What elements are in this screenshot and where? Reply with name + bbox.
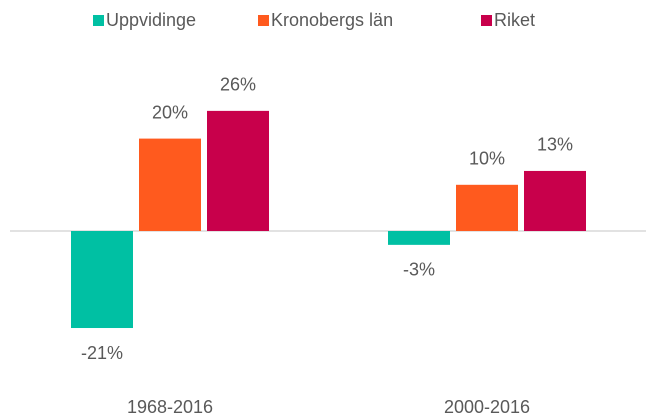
legend-label: Uppvidinge (106, 10, 196, 30)
x-tick-label: 1968-2016 (127, 397, 213, 417)
data-label: 10% (469, 149, 505, 169)
data-label: -21% (81, 343, 123, 363)
data-label: 20% (152, 102, 188, 122)
legend-label: Riket (494, 10, 535, 30)
bar (524, 170, 586, 231)
legend-label: Kronobergs län (271, 10, 393, 30)
bar (139, 138, 201, 231)
data-label: 26% (220, 75, 256, 95)
bar (388, 231, 450, 245)
x-tick-label: 2000-2016 (444, 397, 530, 417)
bar (71, 231, 133, 329)
legend-swatch (481, 15, 492, 26)
legend-swatch (93, 15, 104, 26)
bar (207, 110, 269, 231)
legend-swatch (258, 15, 269, 26)
data-label: -3% (403, 260, 435, 280)
bar (456, 184, 518, 231)
data-label: 13% (537, 135, 573, 155)
